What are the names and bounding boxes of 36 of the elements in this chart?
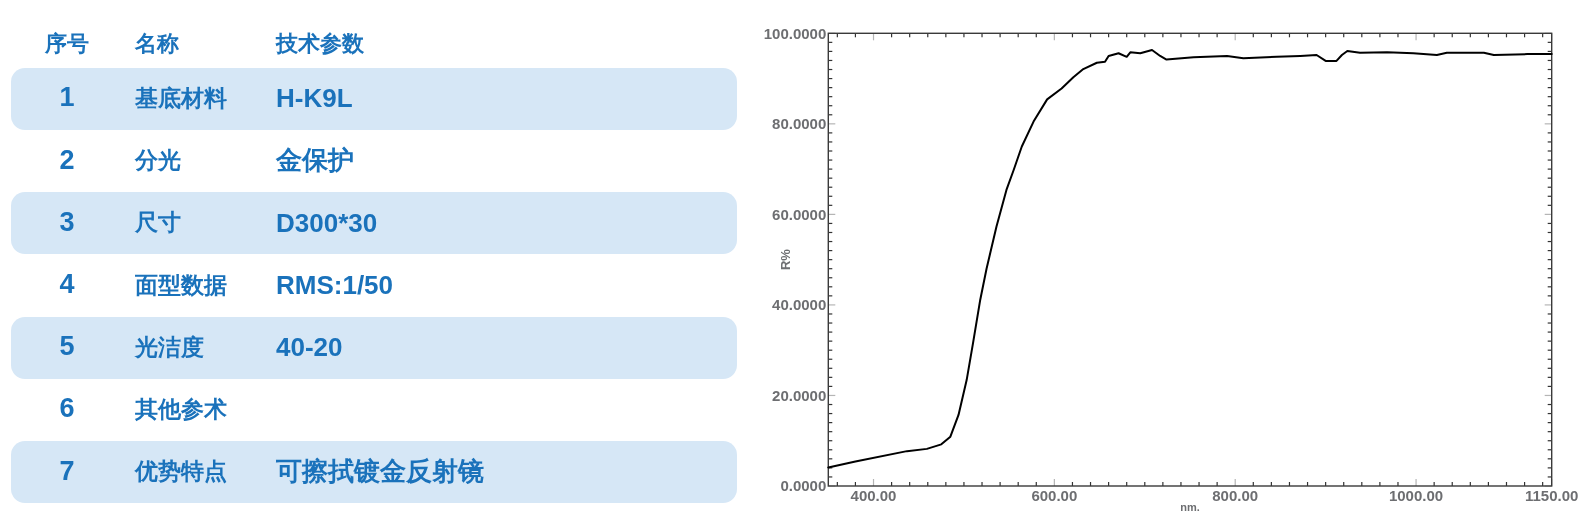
cell-label: 优势特点: [135, 457, 227, 487]
row-label: 6: [59, 392, 75, 426]
y-tick-label: 40.0000: [772, 296, 827, 314]
y-axis-title: R%: [778, 249, 793, 271]
y-tick-label: 60.0000: [772, 205, 827, 223]
cell-label: 40-20: [276, 330, 343, 364]
cell-label: 基底材料: [135, 84, 227, 114]
x-axis-title: nm.: [1180, 501, 1200, 513]
row-label: 5: [59, 330, 75, 364]
cell-label: 其他参术: [135, 395, 227, 425]
x-tick-label: 1000.00: [1388, 487, 1444, 504]
row-label: 1: [59, 81, 75, 115]
cell-label: 金保护: [276, 144, 354, 178]
cell-label: D300*30: [276, 206, 378, 240]
cell-label: RMS:1/50: [276, 268, 394, 302]
row-axis-title: 序号: [45, 29, 89, 58]
row-label: 7: [59, 454, 75, 488]
row-label: 3: [59, 205, 75, 239]
cell-label: 分光: [135, 146, 181, 176]
cell-label: 可擦拭镀金反射镜: [276, 455, 484, 489]
y-tick-label: 20.0000: [772, 386, 827, 404]
cell-label: H-K9L: [276, 82, 353, 116]
y-tick-label: 0.0000: [780, 477, 827, 495]
cell-label: 光洁度: [135, 332, 204, 362]
y-tick-label: 80.0000: [772, 115, 827, 133]
cell-label: 尺寸: [135, 208, 181, 238]
row-label: 4: [59, 268, 75, 302]
x-tick-label: 400.00: [850, 487, 897, 504]
column-label: 技术参数: [276, 29, 364, 58]
x-tick-label: 1150.00: [1525, 487, 1579, 504]
x-tick-label: 600.00: [1031, 487, 1078, 504]
y-tick-label: 100.0000: [763, 24, 827, 42]
column-label: 名称: [135, 29, 179, 58]
cell-label: 面型数据: [135, 270, 227, 300]
x-tick-label: 800.00: [1212, 487, 1259, 504]
row-label: 2: [59, 143, 75, 177]
